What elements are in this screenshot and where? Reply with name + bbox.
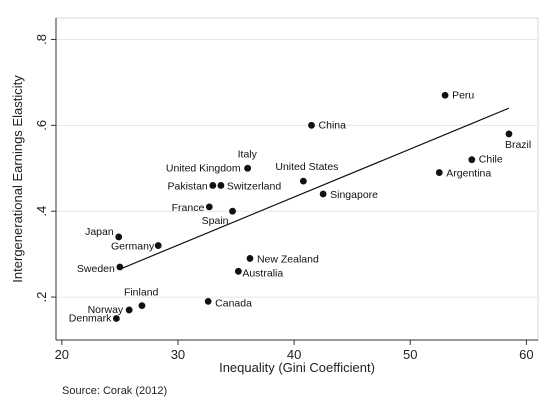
- data-point: [116, 263, 124, 271]
- data-point: [138, 302, 146, 310]
- data-point: [468, 156, 476, 164]
- point-label: United States: [275, 161, 338, 173]
- point-label: Singapore: [330, 189, 378, 201]
- data-point: [319, 190, 327, 198]
- point-label: Sweden: [77, 263, 115, 275]
- point-label: Spain: [202, 215, 229, 227]
- data-point: [125, 306, 133, 314]
- point-label: Italy: [238, 148, 258, 160]
- fit-line-group: [119, 107, 510, 270]
- data-point: [205, 203, 213, 211]
- plot-area: [55, 17, 539, 341]
- y-tick-label: .4: [34, 206, 49, 217]
- point-label: Chile: [479, 154, 503, 166]
- data-point: [234, 267, 242, 275]
- x-tick-label: 40: [287, 347, 301, 362]
- ticks: .2 .4 .6 .8 20 30 40 50 60: [34, 34, 534, 362]
- data-point: [209, 182, 217, 189]
- point-label: Peru: [452, 89, 474, 101]
- point-label: Finland: [124, 287, 159, 299]
- point-label: Japan: [85, 226, 114, 238]
- data-point: [308, 121, 315, 129]
- axes: [55, 18, 538, 341]
- point-label: United Kingdom: [166, 162, 241, 174]
- x-tick-label: 30: [171, 347, 185, 362]
- x-tick-label: 50: [403, 347, 417, 362]
- point-label: France: [172, 202, 205, 214]
- grid-lines: [56, 38, 538, 298]
- data-point: [435, 169, 443, 176]
- fit-line: [119, 107, 510, 270]
- data-point: [154, 242, 162, 249]
- point-label: Australia: [242, 267, 283, 279]
- data-point: [204, 297, 212, 305]
- point-label: New Zealand: [257, 253, 319, 265]
- y-tick-label: .8: [34, 34, 49, 45]
- point-label: Germany: [111, 241, 155, 253]
- point-label: Pakistan: [168, 180, 208, 192]
- source-note: Source: Corak (2012): [62, 385, 167, 397]
- data-point: [229, 207, 236, 215]
- data-point: [299, 177, 307, 185]
- point-label: Norway: [88, 304, 124, 316]
- data-point: [244, 164, 252, 172]
- data-point: [505, 130, 513, 138]
- y-tick-label: .6: [34, 120, 49, 131]
- data-point: [441, 91, 449, 99]
- data-point: [246, 255, 254, 262]
- point-label: Brazil: [505, 139, 531, 151]
- y-tick-label: .2: [34, 292, 49, 303]
- point-label: Argentina: [446, 168, 491, 180]
- data-point: [217, 182, 225, 189]
- x-tick-label: 60: [519, 347, 533, 362]
- y-axis-title: Intergenerational Earnings Elasticity: [10, 75, 25, 283]
- point-label: Canada: [215, 297, 252, 309]
- point-label: Denmark: [69, 313, 112, 325]
- data-points: [112, 91, 513, 322]
- data-point: [112, 315, 120, 322]
- point-label: China: [319, 119, 347, 131]
- x-axis-title: Inequality (Gini Coefficient): [219, 360, 375, 375]
- point-label: Switzerland: [227, 180, 281, 192]
- data-point: [115, 233, 123, 241]
- x-tick-label: 20: [55, 347, 69, 362]
